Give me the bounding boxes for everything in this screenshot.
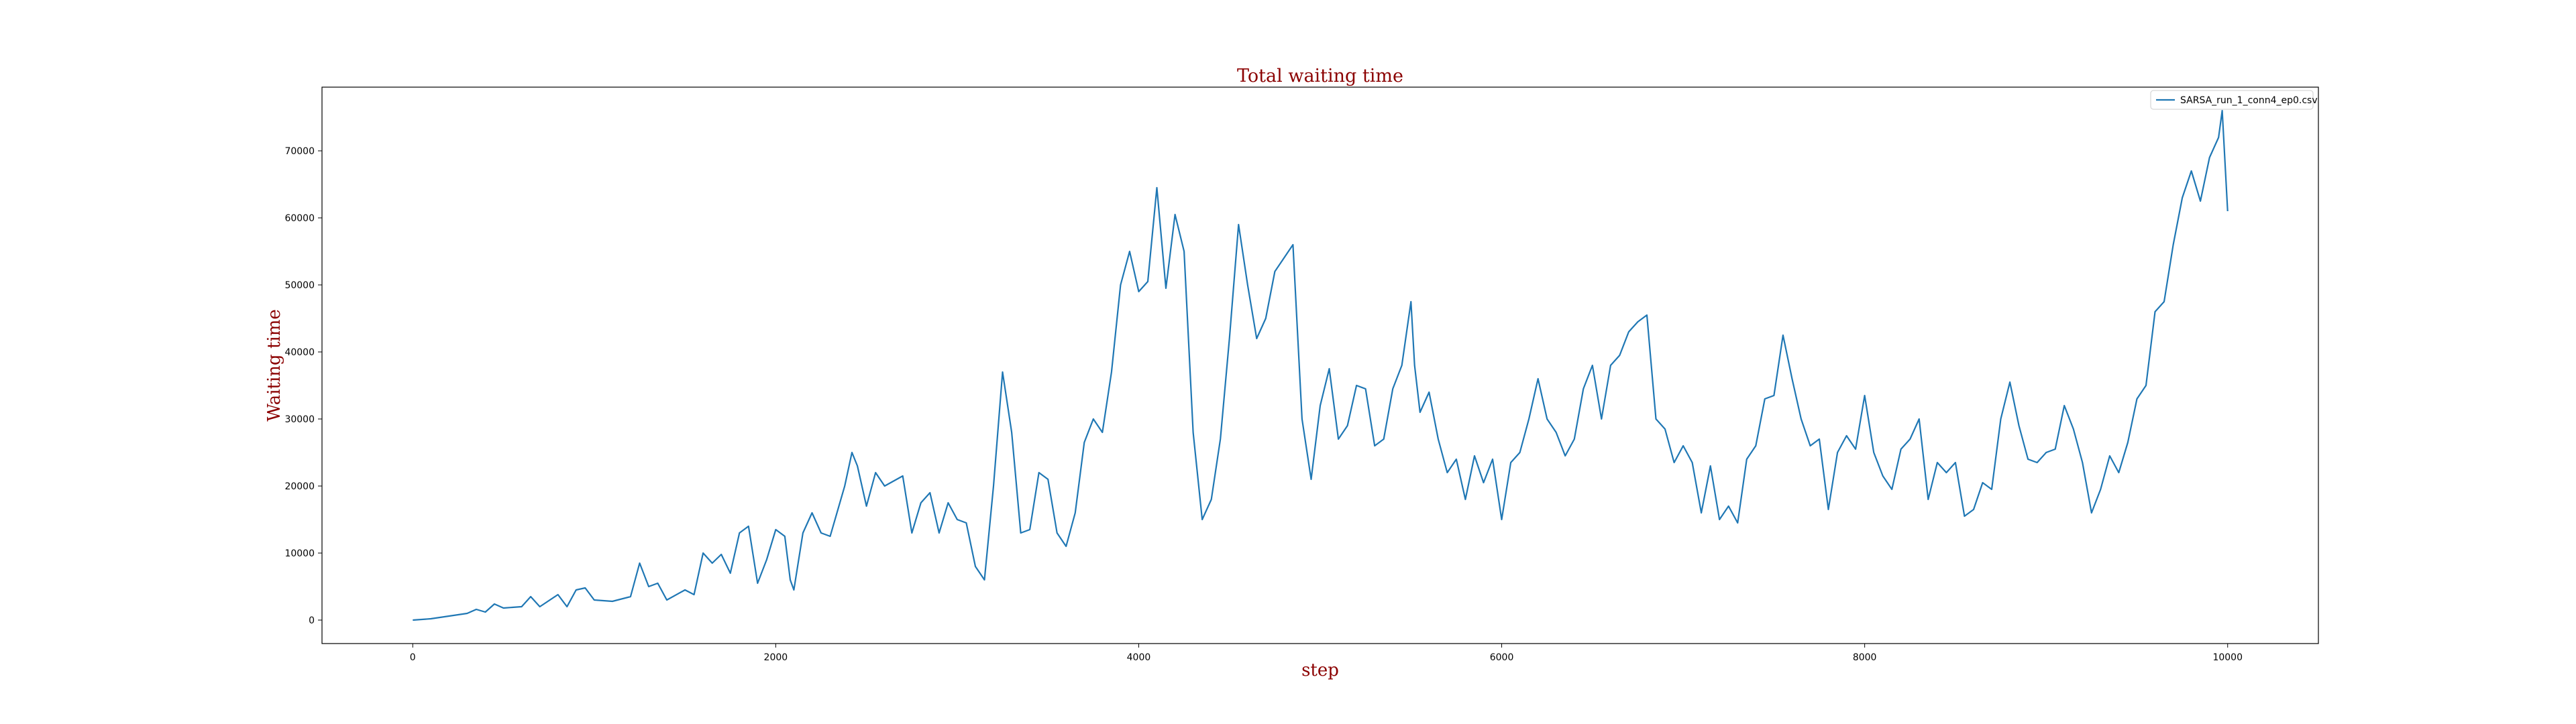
y-tick-label: 20000 bbox=[284, 481, 315, 492]
x-tick-label: 6000 bbox=[1490, 652, 1514, 663]
legend: SARSA_run_1_conn4_ep0.csv bbox=[2150, 90, 2318, 110]
x-tick-label: 2000 bbox=[764, 652, 788, 663]
y-tick-label: 40000 bbox=[284, 347, 315, 358]
series-line bbox=[413, 109, 2229, 621]
legend-box bbox=[2150, 90, 2314, 110]
x-tick-label: 8000 bbox=[1853, 652, 1877, 663]
x-axis: 0 2000 4000 6000 8000 10000 bbox=[410, 644, 2243, 663]
y-tick-label: 60000 bbox=[284, 213, 315, 224]
chart-title: Total waiting time bbox=[1237, 66, 1403, 86]
x-tick-label: 4000 bbox=[1127, 652, 1151, 663]
x-axis-title: step bbox=[1301, 660, 1339, 680]
y-tick-label: 50000 bbox=[284, 280, 315, 291]
plot-frame bbox=[321, 86, 2319, 644]
y-tick-label: 10000 bbox=[284, 548, 315, 559]
y-axis: 0 10000 20000 30000 40000 50000 60000 70000 bbox=[284, 146, 322, 626]
x-tick-label: 0 bbox=[410, 652, 416, 663]
y-tick-label: 70000 bbox=[284, 146, 315, 157]
y-tick-label: 30000 bbox=[284, 414, 315, 425]
x-tick-label: 10000 bbox=[2212, 652, 2243, 663]
y-axis-title: Waiting time bbox=[264, 309, 284, 422]
legend-label: SARSA_run_1_conn4_ep0.csv bbox=[2180, 95, 2318, 106]
y-tick-label: 0 bbox=[309, 615, 315, 626]
